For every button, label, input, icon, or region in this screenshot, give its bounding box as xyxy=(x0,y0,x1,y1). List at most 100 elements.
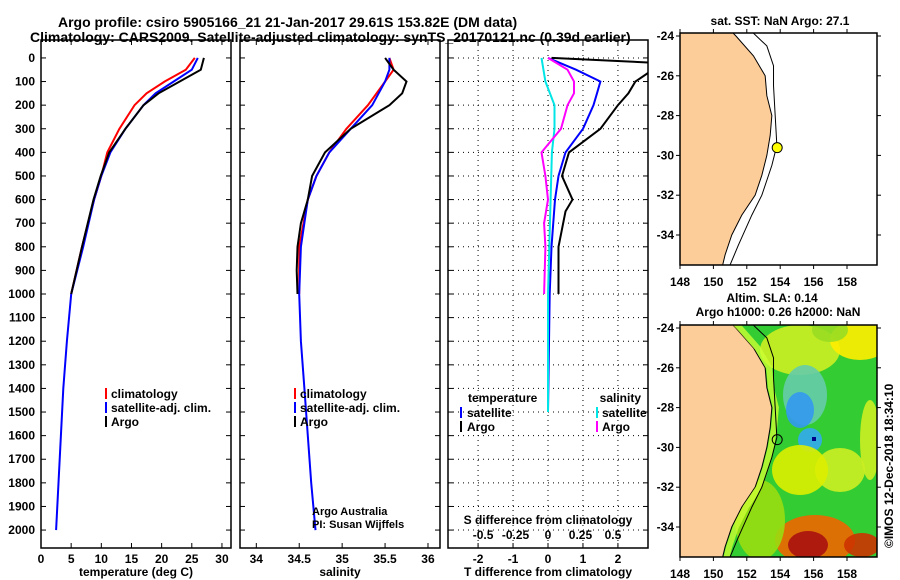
lon-tick-label: 154 xyxy=(770,567,790,580)
legend-label: Argo xyxy=(300,415,328,429)
s-axis-label: S difference from climatology xyxy=(464,513,633,527)
legend-swatch xyxy=(105,388,107,399)
sla-min-marker xyxy=(812,437,816,441)
legend-label: satellite xyxy=(467,406,512,420)
lon-tick-label: 150 xyxy=(703,275,723,289)
s-tick-label: 0 xyxy=(545,528,552,542)
y-tick-label: 1100 xyxy=(9,311,35,325)
x-tick-label: 36 xyxy=(421,552,435,566)
legend-swatch xyxy=(460,421,462,432)
y-tick-label: 1200 xyxy=(8,334,35,348)
y-tick-label: 600 xyxy=(15,193,35,207)
title-line-1: Argo profile: csiro 5905166_21 21-Jan-20… xyxy=(58,14,517,30)
x-tick-label: 30 xyxy=(215,552,229,566)
legend-title-salinity: salinity xyxy=(600,391,642,405)
lat-tick-label: -32 xyxy=(657,480,675,494)
y-tick-label: 1700 xyxy=(8,452,35,466)
legend-label: satellite-adj. clim. xyxy=(111,401,211,415)
lat-tick-label: -24 xyxy=(657,321,675,335)
legend-swatch xyxy=(294,416,296,427)
sla-anomaly-blob xyxy=(772,445,828,495)
panel-salinity: 34 34.5 35 35.5 36 salinity climatologysatelli… xyxy=(239,39,441,579)
legend-label: Argo xyxy=(467,420,495,434)
x-tick-label: 0 xyxy=(545,552,552,566)
series-line-satellite-adj-clim- xyxy=(298,57,391,531)
lon-tick-label: 150 xyxy=(703,567,723,580)
x-tick-label: 15 xyxy=(125,552,139,566)
series-line-s-satellite xyxy=(540,57,556,412)
series-line-t-satellite xyxy=(547,56,602,413)
legend-label: climatology xyxy=(300,387,367,401)
x-tick-label: -2 xyxy=(473,552,484,566)
lon-tick-label: 156 xyxy=(804,567,824,580)
sla-anomaly-blob xyxy=(815,448,865,492)
sla-map-title-2: Argo h1000: 0.26 h2000: NaN xyxy=(696,305,861,319)
sla-anomaly-blob xyxy=(812,325,848,342)
x-tick-label: 5 xyxy=(68,552,75,566)
argo-position-marker xyxy=(771,142,783,154)
panel-temperature: 0100200300400500600700800900100011001200… xyxy=(8,39,232,579)
s-tick-label: -0.5 xyxy=(473,528,494,542)
y-tick-label: 1000 xyxy=(8,287,35,301)
legend-swatch xyxy=(596,407,598,418)
sla-map: 148 150 152 154 156 158 -24 -26 -28 -30 -32 -34 xyxy=(657,321,881,580)
legend-label: Argo xyxy=(602,420,630,434)
lon-tick-label: 156 xyxy=(804,275,824,289)
x-tick-label: 1 xyxy=(580,552,587,566)
s-tick-label: 0.25 xyxy=(569,528,593,542)
title-line-2: Climatology: CARS2009. Satellite-adjuste… xyxy=(30,29,631,45)
legend-swatch xyxy=(294,402,296,413)
lon-tick-label: 148 xyxy=(670,275,690,289)
y-tick-label: 800 xyxy=(15,240,35,254)
lon-tick-label: 152 xyxy=(737,567,757,580)
x-axis-label: salinity xyxy=(319,565,361,579)
y-tick-label: 400 xyxy=(15,145,35,159)
legend-swatch xyxy=(105,416,107,427)
legend-swatch xyxy=(105,402,107,413)
x-tick-label: 34 xyxy=(250,552,264,566)
x-tick-label: 0 xyxy=(38,552,45,566)
legend-swatch xyxy=(596,421,598,432)
map-content xyxy=(680,325,877,557)
map-frame xyxy=(679,324,878,558)
land xyxy=(680,33,773,265)
lat-tick-label: -30 xyxy=(657,148,675,162)
sst-map: 148 150 152 154 156 158 -24 -26 -28 -30 -32 -34 xyxy=(657,29,881,289)
credit-text: ©IMOS 12-Dec-2018 18:34:10 xyxy=(882,383,896,548)
x-tick-label: 35.5 xyxy=(373,552,397,566)
series-line-t-argo xyxy=(551,56,648,294)
lat-tick-label: -30 xyxy=(657,440,675,454)
y-tick-label: 1900 xyxy=(8,499,35,513)
x-tick-label: 25 xyxy=(185,552,199,566)
lon-tick-label: 158 xyxy=(837,567,857,580)
sla-anomaly-blob xyxy=(860,400,877,480)
lat-tick-label: -34 xyxy=(657,228,675,242)
isobath-line xyxy=(729,325,778,557)
map-content xyxy=(680,33,783,265)
x-tick-label: 35 xyxy=(335,552,349,566)
lat-tick-label: -34 xyxy=(657,520,675,534)
series-line-s-argo xyxy=(540,57,575,295)
y-tick-label: 2000 xyxy=(8,523,35,537)
map-frame xyxy=(679,32,878,266)
legend-swatch xyxy=(294,388,296,399)
argo-position-marker xyxy=(771,434,783,446)
y-tick-label: 300 xyxy=(15,122,35,136)
y-tick-label: 500 xyxy=(15,169,35,183)
lat-tick-label: -26 xyxy=(657,69,675,83)
lat-tick-label: -26 xyxy=(657,361,675,375)
y-tick-label: 0 xyxy=(28,51,35,65)
annotation-text: PI: Susan Wijffels xyxy=(312,519,404,531)
s-tick-label: -0.25 xyxy=(502,528,530,542)
lat-tick-label: -32 xyxy=(657,188,675,202)
x-tick-label: 2 xyxy=(615,552,622,566)
lon-tick-label: 158 xyxy=(837,275,857,289)
legend-title-temperature: temperature xyxy=(468,391,538,405)
land xyxy=(680,325,773,557)
legend-label: Argo xyxy=(111,415,139,429)
lon-tick-label: 148 xyxy=(670,567,690,580)
y-tick-label: 1600 xyxy=(8,429,35,443)
sla-anomaly-blob xyxy=(786,392,814,428)
lon-tick-label: 152 xyxy=(737,275,757,289)
legend-label: climatology xyxy=(111,387,178,401)
